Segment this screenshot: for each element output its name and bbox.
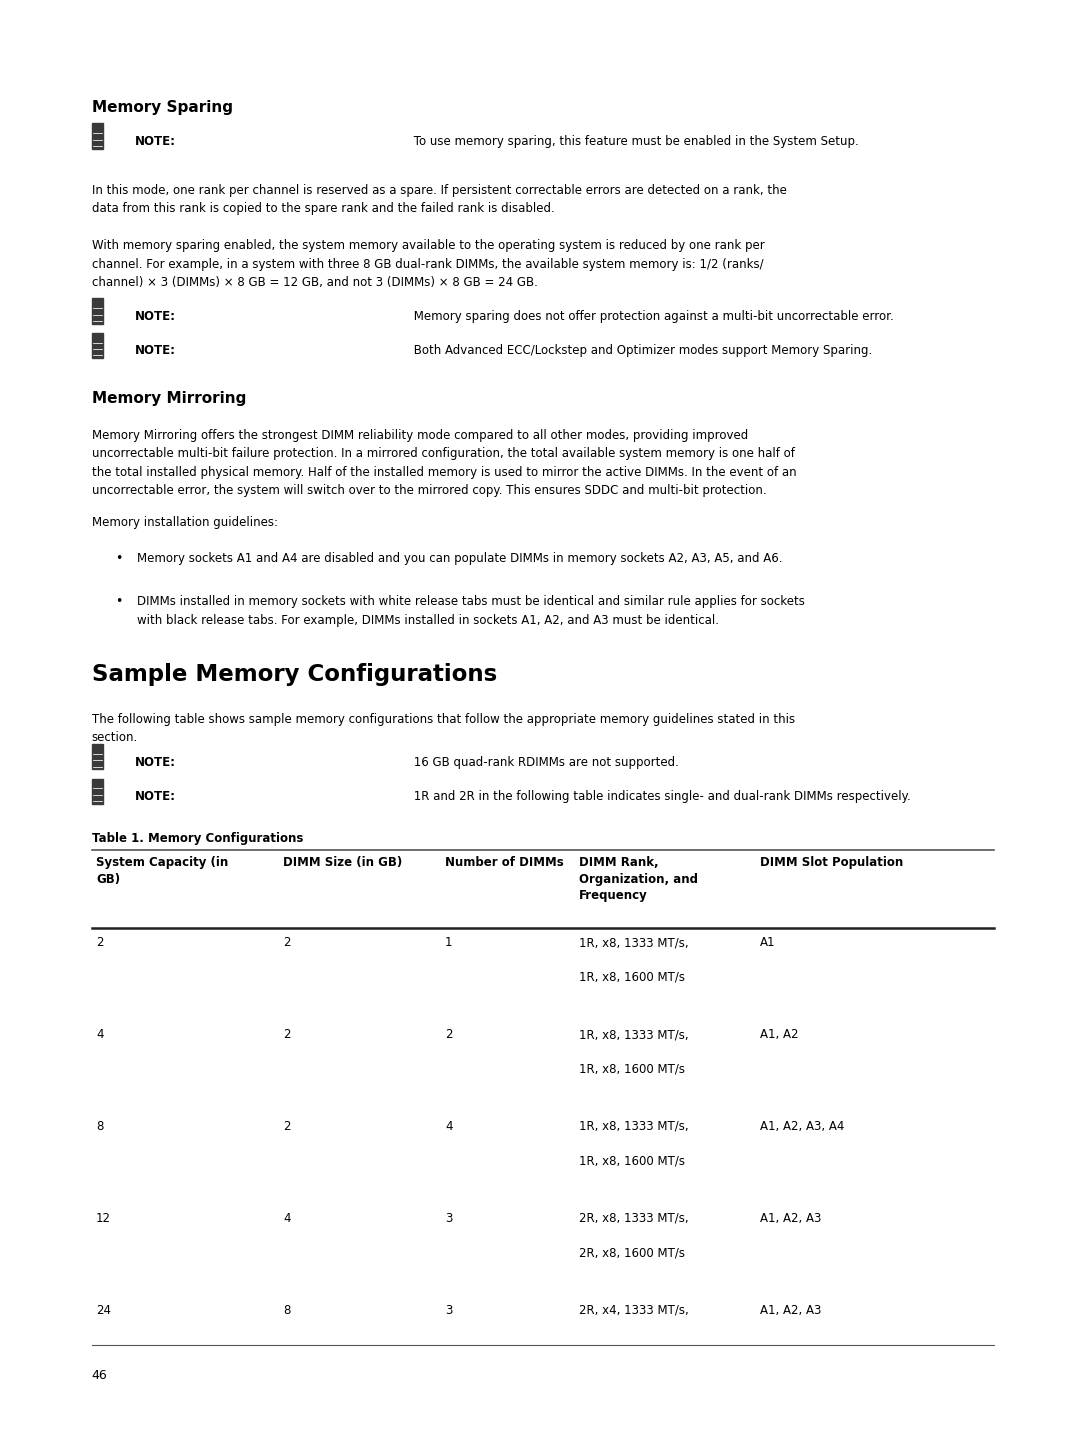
- Text: 1R, x8, 1600 MT/s: 1R, x8, 1600 MT/s: [579, 1063, 685, 1076]
- Text: NOTE:: NOTE:: [135, 756, 176, 769]
- Text: 16 GB quad-rank RDIMMs are not supported.: 16 GB quad-rank RDIMMs are not supported…: [410, 756, 679, 769]
- Text: To use memory sparing, this feature must be enabled in the System Setup.: To use memory sparing, this feature must…: [410, 135, 860, 148]
- Text: The following table shows sample memory configurations that follow the appropria: The following table shows sample memory …: [92, 713, 795, 744]
- Text: 4: 4: [96, 1028, 104, 1041]
- FancyBboxPatch shape: [92, 744, 103, 770]
- Text: Both Advanced ECC/Lockstep and Optimizer modes support Memory Sparing.: Both Advanced ECC/Lockstep and Optimizer…: [410, 344, 873, 357]
- Text: •: •: [116, 595, 123, 608]
- Text: 1R, x8, 1333 MT/s,: 1R, x8, 1333 MT/s,: [579, 936, 689, 949]
- Text: 2: 2: [445, 1028, 453, 1041]
- Text: 3: 3: [445, 1304, 453, 1316]
- Text: 2: 2: [283, 936, 291, 949]
- Text: A1, A2, A3: A1, A2, A3: [760, 1212, 822, 1225]
- Text: 2R, x8, 1333 MT/s,: 2R, x8, 1333 MT/s,: [579, 1212, 689, 1225]
- Text: 1R and 2R in the following table indicates single- and dual-rank DIMMs respectiv: 1R and 2R in the following table indicat…: [410, 790, 912, 803]
- Text: NOTE:: NOTE:: [135, 790, 176, 803]
- Text: A1, A2, A3: A1, A2, A3: [760, 1304, 822, 1316]
- Text: 2R, x8, 1600 MT/s: 2R, x8, 1600 MT/s: [579, 1246, 685, 1259]
- Text: A1, A2, A3, A4: A1, A2, A3, A4: [760, 1120, 845, 1133]
- Text: NOTE:: NOTE:: [135, 135, 176, 148]
- Text: DIMMs installed in memory sockets with white release tabs must be identical and : DIMMs installed in memory sockets with w…: [137, 595, 805, 627]
- Text: 2: 2: [96, 936, 104, 949]
- Text: 24: 24: [96, 1304, 111, 1316]
- Text: Table 1. Memory Configurations: Table 1. Memory Configurations: [92, 832, 303, 845]
- Text: 4: 4: [445, 1120, 453, 1133]
- FancyBboxPatch shape: [92, 298, 103, 324]
- Text: DIMM Size (in GB): DIMM Size (in GB): [283, 856, 402, 869]
- Text: 8: 8: [283, 1304, 291, 1316]
- Text: With memory sparing enabled, the system memory available to the operating system: With memory sparing enabled, the system …: [92, 239, 765, 290]
- Text: 12: 12: [96, 1212, 111, 1225]
- Text: Number of DIMMs: Number of DIMMs: [445, 856, 564, 869]
- Text: 1R, x8, 1333 MT/s,: 1R, x8, 1333 MT/s,: [579, 1028, 689, 1041]
- FancyBboxPatch shape: [92, 333, 103, 358]
- Text: Memory sockets A1 and A4 are disabled and you can populate DIMMs in memory socke: Memory sockets A1 and A4 are disabled an…: [137, 552, 783, 565]
- Text: Memory Mirroring: Memory Mirroring: [92, 391, 246, 406]
- Text: In this mode, one rank per channel is reserved as a spare. If persistent correct: In this mode, one rank per channel is re…: [92, 184, 786, 215]
- Text: 2: 2: [283, 1028, 291, 1041]
- Text: 2R, x4, 1333 MT/s,: 2R, x4, 1333 MT/s,: [579, 1304, 689, 1316]
- Text: Memory sparing does not offer protection against a multi-bit uncorrectable error: Memory sparing does not offer protection…: [410, 310, 894, 323]
- Text: •: •: [116, 552, 123, 565]
- Text: A1: A1: [760, 936, 775, 949]
- Text: 8: 8: [96, 1120, 104, 1133]
- Text: Memory Mirroring offers the strongest DIMM reliability mode compared to all othe: Memory Mirroring offers the strongest DI…: [92, 429, 796, 498]
- Text: A1, A2: A1, A2: [760, 1028, 799, 1041]
- Text: 1R, x8, 1600 MT/s: 1R, x8, 1600 MT/s: [579, 971, 685, 984]
- Text: Memory installation guidelines:: Memory installation guidelines:: [92, 516, 278, 529]
- Text: 1: 1: [445, 936, 453, 949]
- Text: 4: 4: [283, 1212, 291, 1225]
- Text: NOTE:: NOTE:: [135, 344, 176, 357]
- Text: System Capacity (in
GB): System Capacity (in GB): [96, 856, 228, 886]
- Text: 2: 2: [283, 1120, 291, 1133]
- Text: 3: 3: [445, 1212, 453, 1225]
- Text: Memory Sparing: Memory Sparing: [92, 100, 233, 115]
- FancyBboxPatch shape: [92, 123, 103, 149]
- Text: 1R, x8, 1600 MT/s: 1R, x8, 1600 MT/s: [579, 1154, 685, 1167]
- Text: Sample Memory Configurations: Sample Memory Configurations: [92, 663, 497, 685]
- Text: DIMM Rank,
Organization, and
Frequency: DIMM Rank, Organization, and Frequency: [579, 856, 698, 902]
- Text: NOTE:: NOTE:: [135, 310, 176, 323]
- FancyBboxPatch shape: [92, 779, 103, 804]
- Text: DIMM Slot Population: DIMM Slot Population: [760, 856, 904, 869]
- Text: 46: 46: [92, 1369, 108, 1382]
- Text: 1R, x8, 1333 MT/s,: 1R, x8, 1333 MT/s,: [579, 1120, 689, 1133]
